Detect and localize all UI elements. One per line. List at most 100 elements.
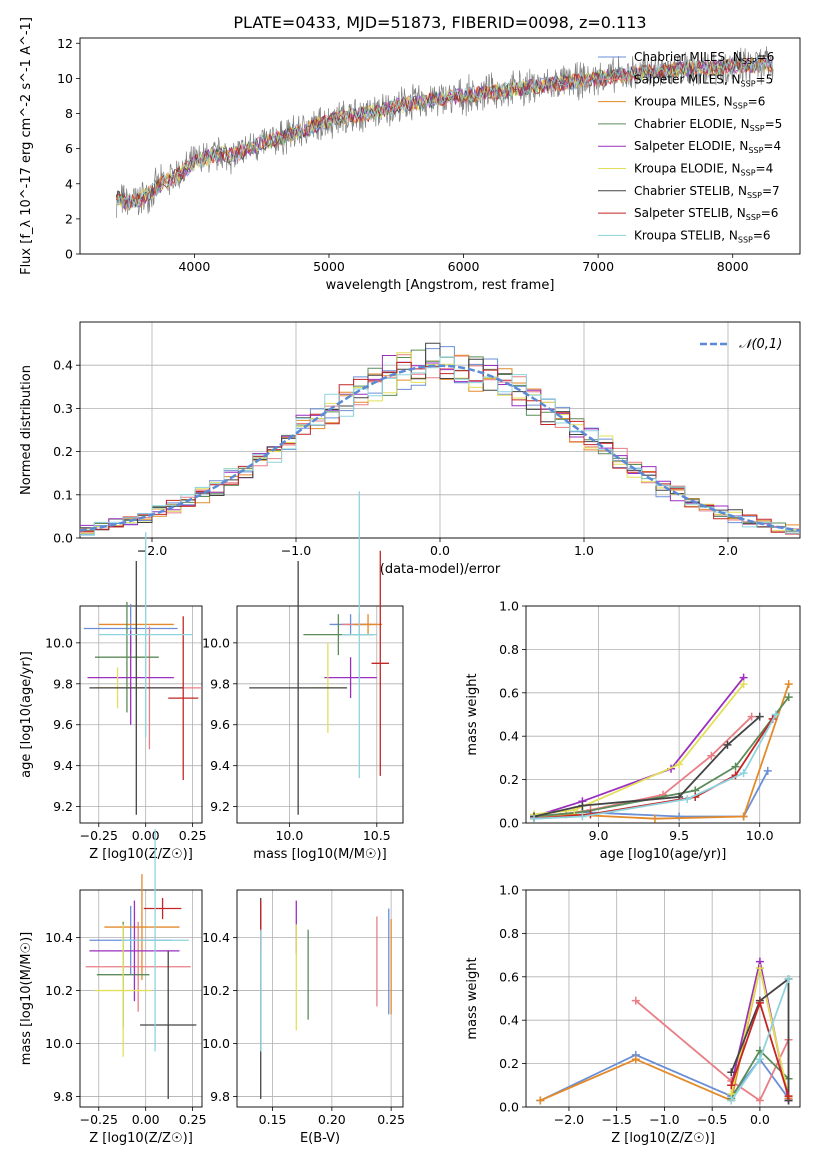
y-tick-label: 0.0	[499, 816, 519, 831]
x-tick-label: −0.25	[80, 828, 118, 843]
x-tick-label: 0.15	[259, 1112, 287, 1127]
legend-subscript: SSP	[742, 57, 757, 66]
legend-count: =4	[763, 139, 781, 153]
series-line	[533, 716, 753, 820]
x-tick-label: 0.25	[179, 1112, 207, 1127]
axes-frame	[525, 605, 801, 824]
axes-frame	[79, 37, 801, 255]
series-point	[763, 766, 772, 775]
x-tick-label: −0.25	[80, 1112, 118, 1127]
series-point	[755, 1055, 764, 1064]
x-axis-label: E(B-V)	[300, 1131, 340, 1146]
legend-count: =5	[765, 117, 783, 131]
series-point	[755, 964, 764, 973]
series-point	[631, 1055, 640, 1064]
x-tick-label: 0.25	[179, 828, 207, 843]
legend-count: =6	[757, 50, 775, 64]
y-tick-label: 0.6	[499, 685, 519, 700]
y-axis-label: mass weight	[465, 673, 480, 755]
y-tick-label: 9.4	[53, 758, 73, 773]
y-tick-label: 9.6	[53, 717, 73, 732]
series-line	[534, 718, 774, 820]
mass-vs-ebv-panel: 0.15 0.20 0.25 9.8 10.0 10.2 10.4 E(B-V)	[202, 889, 405, 1146]
legend-entry: Kroupa STELIB, NSSP=6	[634, 228, 771, 244]
histogram-step-line	[80, 356, 800, 536]
series-line	[533, 677, 745, 818]
y-tick-label: 9.8	[53, 1089, 73, 1104]
normal-curve	[79, 364, 801, 532]
x-tick-label: 0.25	[377, 1112, 405, 1127]
legend-count: =5	[756, 72, 774, 86]
x-tick-label: 9.5	[669, 828, 689, 843]
spectrum-legend: Chabrier MILES, NSSP=6 Salpeter MILES, NS…	[598, 50, 782, 244]
legend-subscript: SSP	[750, 124, 765, 133]
y-tick-label: 8	[65, 106, 73, 121]
x-tick-label: 7000	[582, 259, 614, 274]
y-tick-label: 0.6	[499, 969, 519, 984]
y-tick-label: 4	[65, 176, 73, 191]
x-axis-label: (data-model)/error	[380, 562, 501, 577]
y-axis-label: mass [log10(M/M☉)]	[19, 932, 34, 1065]
x-tick-label: 2.0	[718, 543, 738, 558]
x-tick-label: −1.5	[602, 1112, 632, 1127]
legend-entry: Kroupa MILES, NSSP=6	[634, 95, 765, 111]
x-axis-label: Z [log10(Z/Z☉)]	[89, 1131, 193, 1146]
x-tick-label: 8000	[717, 259, 749, 274]
series-point	[727, 1068, 736, 1077]
legend-entry: Chabrier STELIB, NSSP=7	[634, 184, 780, 200]
figure-title: PLATE=0433, MJD=51873, FIBERID=0098, z=0…	[233, 13, 646, 32]
y-tick-label: 9.2	[53, 799, 73, 814]
x-tick-label: −2.0	[554, 1112, 584, 1127]
x-tick-label: 0.00	[132, 1112, 160, 1127]
legend-subscript: SSP	[738, 235, 753, 244]
y-tick-label: 10.0	[202, 635, 230, 650]
y-tick-label: 10.0	[45, 635, 73, 650]
series-point	[650, 814, 659, 823]
y-tick-label: 9.8	[210, 1089, 230, 1104]
legend-entry: Kroupa ELODIE, NSSP=4	[634, 162, 773, 178]
axes-frame	[79, 605, 203, 824]
series-point	[739, 769, 748, 778]
y-tick-label: 6	[65, 141, 73, 156]
y-tick-label: 10	[57, 71, 73, 86]
y-tick-label: 0.4	[53, 358, 73, 373]
series-point	[683, 795, 692, 804]
x-tick-label: −1.0	[649, 1112, 679, 1127]
x-axis-label: age [log10(age/yr)]	[600, 847, 727, 862]
y-tick-label: 0.0	[499, 1100, 519, 1115]
legend-count: =7	[762, 184, 780, 198]
series-point	[727, 1081, 736, 1090]
legend-entry: Salpeter ELODIE, NSSP=4	[634, 139, 781, 155]
series-point	[771, 710, 780, 719]
massweight-vs-age-panel: 9.0 9.5 10.0 0.0 0.2 0.4 0.6 0.8 1.0 age [log10(a…	[465, 599, 801, 862]
legend-count: =6	[761, 206, 779, 220]
series-line	[730, 977, 790, 1101]
series-point	[731, 762, 740, 771]
x-axis-label: wavelength [Angstrom, rest frame]	[326, 278, 555, 293]
y-tick-label: 0.2	[499, 1056, 519, 1071]
y-tick-label: 9.4	[210, 758, 230, 773]
series-point	[723, 740, 732, 749]
x-tick-label: 0.0	[430, 543, 450, 558]
massweight-vs-Z-panel: −2.0 −1.5 −1.0 −0.5 0.0 0.0 0.2 0.4 0.6 0.8 1.0 Z […	[465, 883, 801, 1146]
x-tick-label: 4000	[178, 259, 210, 274]
x-tick-label: −0.5	[697, 1112, 727, 1127]
series-point	[747, 712, 756, 721]
axes-frame	[79, 889, 203, 1108]
x-tick-label: 6000	[448, 259, 480, 274]
legend-subscript: SSP	[733, 102, 748, 111]
y-axis-label: Flux [f_λ 10^-17 erg cm^-2 s^-1 A^-1]	[19, 17, 34, 275]
axes-frame	[79, 321, 801, 539]
axes-frame	[525, 889, 801, 1108]
x-tick-label: −2.0	[137, 543, 167, 558]
x-tick-label: 0.0	[750, 1112, 770, 1127]
y-tick-label: 0.0	[53, 531, 73, 546]
normal-curve-legend-label: 𝒩(0,1)	[739, 337, 782, 352]
y-tick-label: 0.2	[499, 772, 519, 787]
y-tick-label: 2	[65, 211, 73, 226]
legend-subscript: SSP	[741, 169, 756, 178]
mass-vs-Z-panel: −0.25 0.00 0.25 9.8 10.0 10.2 10.4 Z [log10(Z/Z…	[19, 829, 207, 1146]
x-axis-label: Z [log10(Z/Z☉)]	[611, 1131, 715, 1146]
legend-subscript: SSP	[746, 213, 761, 222]
